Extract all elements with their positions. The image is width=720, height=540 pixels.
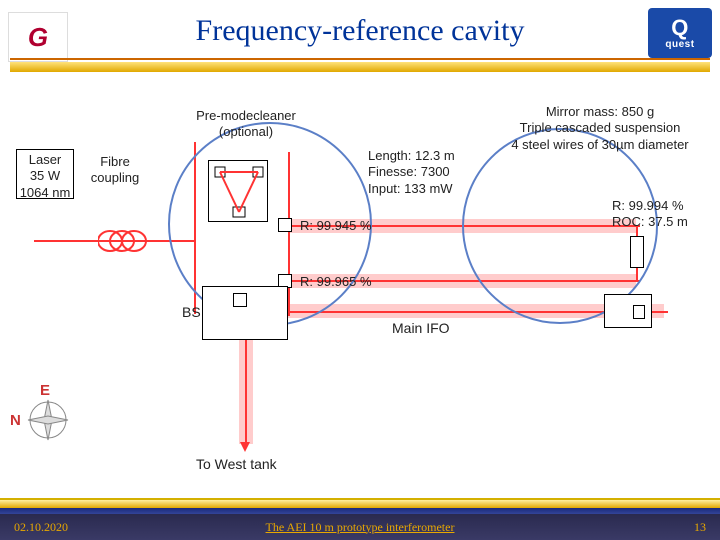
west-box	[202, 286, 288, 340]
page-title: Frequency-reference cavity	[0, 14, 720, 48]
title-rule	[10, 58, 710, 78]
compass-icon	[24, 396, 72, 444]
r-bot-label: R: 99.965 %	[300, 274, 372, 290]
fibre-coupling-label: Fibre coupling	[84, 154, 146, 187]
compass: E N	[18, 382, 74, 454]
header: G Q quest Frequency-reference cavity	[0, 0, 720, 86]
r-top-label: R: 99.945 %	[300, 218, 372, 234]
mirror-top-left	[278, 218, 292, 232]
to-west-label: To West tank	[196, 456, 277, 474]
footer: 02.10.2020 The AEI 10 m prototype interf…	[0, 498, 720, 540]
mirror-right	[630, 236, 644, 268]
diagram: Laser 35 W 1064 nm Fibre coupling Pre-mo…	[0, 90, 720, 460]
modecleaner-icon	[209, 161, 269, 223]
r-right-label: R: 99.994 % ROC: 37.5 m	[612, 198, 688, 231]
bs-label: BS	[182, 304, 201, 322]
laser-box: Laser 35 W 1064 nm	[16, 149, 74, 199]
premodecleaner-label: Pre-modecleaner (optional)	[186, 108, 306, 141]
fibre-coupler-icon	[98, 228, 158, 254]
footer-title: The AEI 10 m prototype interferometer	[0, 520, 720, 535]
mirror-spec-label: Mirror mass: 850 g Triple cascaded suspe…	[490, 104, 710, 153]
right-mirror	[633, 305, 645, 319]
pre-modecleaner	[208, 160, 268, 222]
main-ifo-label: Main IFO	[392, 320, 450, 338]
arrow-down-icon	[240, 442, 250, 452]
bs-mirror	[233, 293, 247, 307]
slide: G Q quest Frequency-reference cavity	[0, 0, 720, 540]
compass-n: N	[10, 412, 21, 429]
length-finesse-label: Length: 12.3 m Finesse: 7300 Input: 133 …	[368, 148, 488, 197]
right-box	[604, 294, 652, 328]
